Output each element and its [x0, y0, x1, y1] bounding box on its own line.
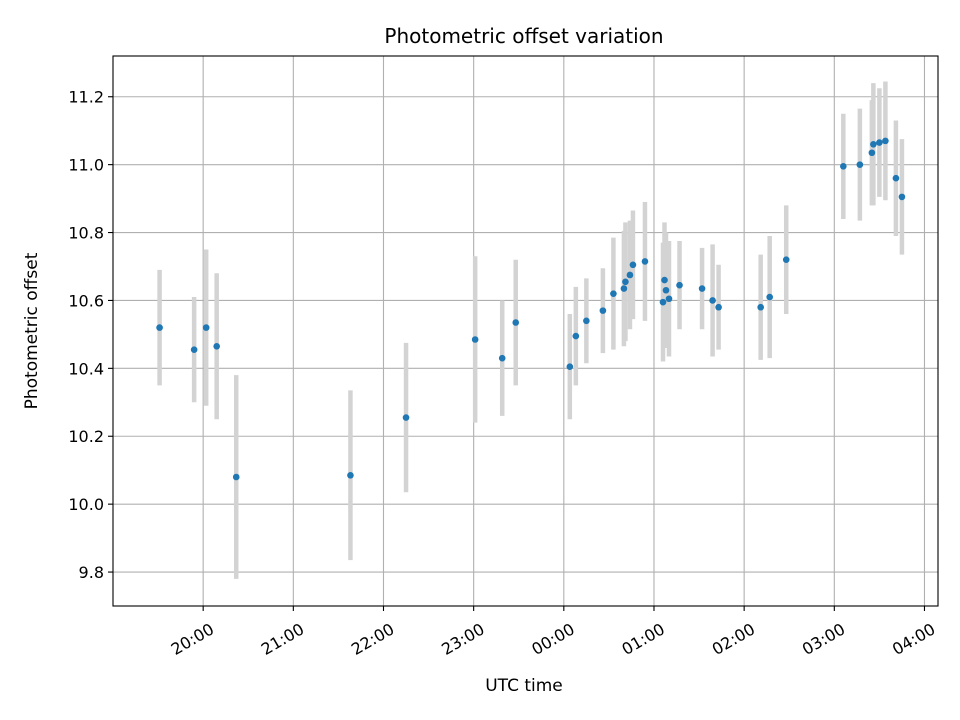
y-tick-label: 9.8 — [79, 563, 104, 582]
data-point — [665, 295, 673, 303]
data-point — [892, 174, 900, 182]
y-tick-label: 10.0 — [68, 495, 104, 514]
y-tick-label: 10.6 — [68, 291, 104, 310]
data-point — [840, 163, 847, 170]
data-point — [610, 290, 617, 297]
data-point — [156, 324, 163, 331]
data-point — [498, 354, 506, 362]
y-tick-label: 10.4 — [68, 359, 104, 378]
data-point — [876, 139, 883, 146]
data-point — [599, 307, 607, 314]
data-point — [626, 271, 634, 279]
grid — [113, 56, 938, 606]
data-point — [572, 332, 580, 340]
data-point — [698, 285, 706, 292]
data-point — [629, 261, 637, 269]
data-point — [190, 346, 198, 353]
data-point — [662, 286, 670, 294]
data-point — [898, 193, 906, 201]
y-axis-label: Photometric offset — [22, 252, 42, 409]
y-tick-label: 11.0 — [68, 156, 104, 175]
plot-frame — [112, 55, 939, 607]
data-point — [622, 278, 629, 286]
data-point — [402, 414, 410, 421]
data-point — [757, 303, 764, 311]
data-point — [347, 471, 354, 479]
chart-title: Photometric offset variation — [384, 24, 663, 48]
data-point — [232, 473, 240, 481]
data-point — [676, 281, 683, 289]
data-point — [856, 161, 864, 168]
data-point — [661, 276, 668, 284]
data-point — [870, 140, 877, 148]
data-point — [471, 336, 479, 343]
data-point — [766, 293, 773, 301]
data-point — [202, 324, 210, 331]
data-point — [882, 137, 889, 145]
data-point — [868, 149, 876, 157]
data-point — [583, 317, 590, 325]
data-point — [512, 319, 520, 326]
y-tick-label: 10.2 — [68, 427, 104, 446]
y-tick-label: 10.8 — [68, 224, 104, 243]
data-point — [620, 285, 628, 292]
data-point — [709, 297, 716, 304]
data-points — [156, 137, 906, 481]
data-point — [566, 363, 574, 370]
data-point — [782, 256, 790, 264]
y-tick-label: 11.2 — [68, 88, 104, 107]
data-point — [641, 258, 649, 265]
x-axis-label: UTC time — [485, 676, 563, 696]
data-point — [715, 303, 722, 311]
data-point — [659, 298, 667, 306]
y-axis-ticks: 9.8 10.0 10.2 10.4 10.6 10.8 11.0 11.2 — [68, 88, 113, 582]
data-point — [213, 342, 220, 350]
